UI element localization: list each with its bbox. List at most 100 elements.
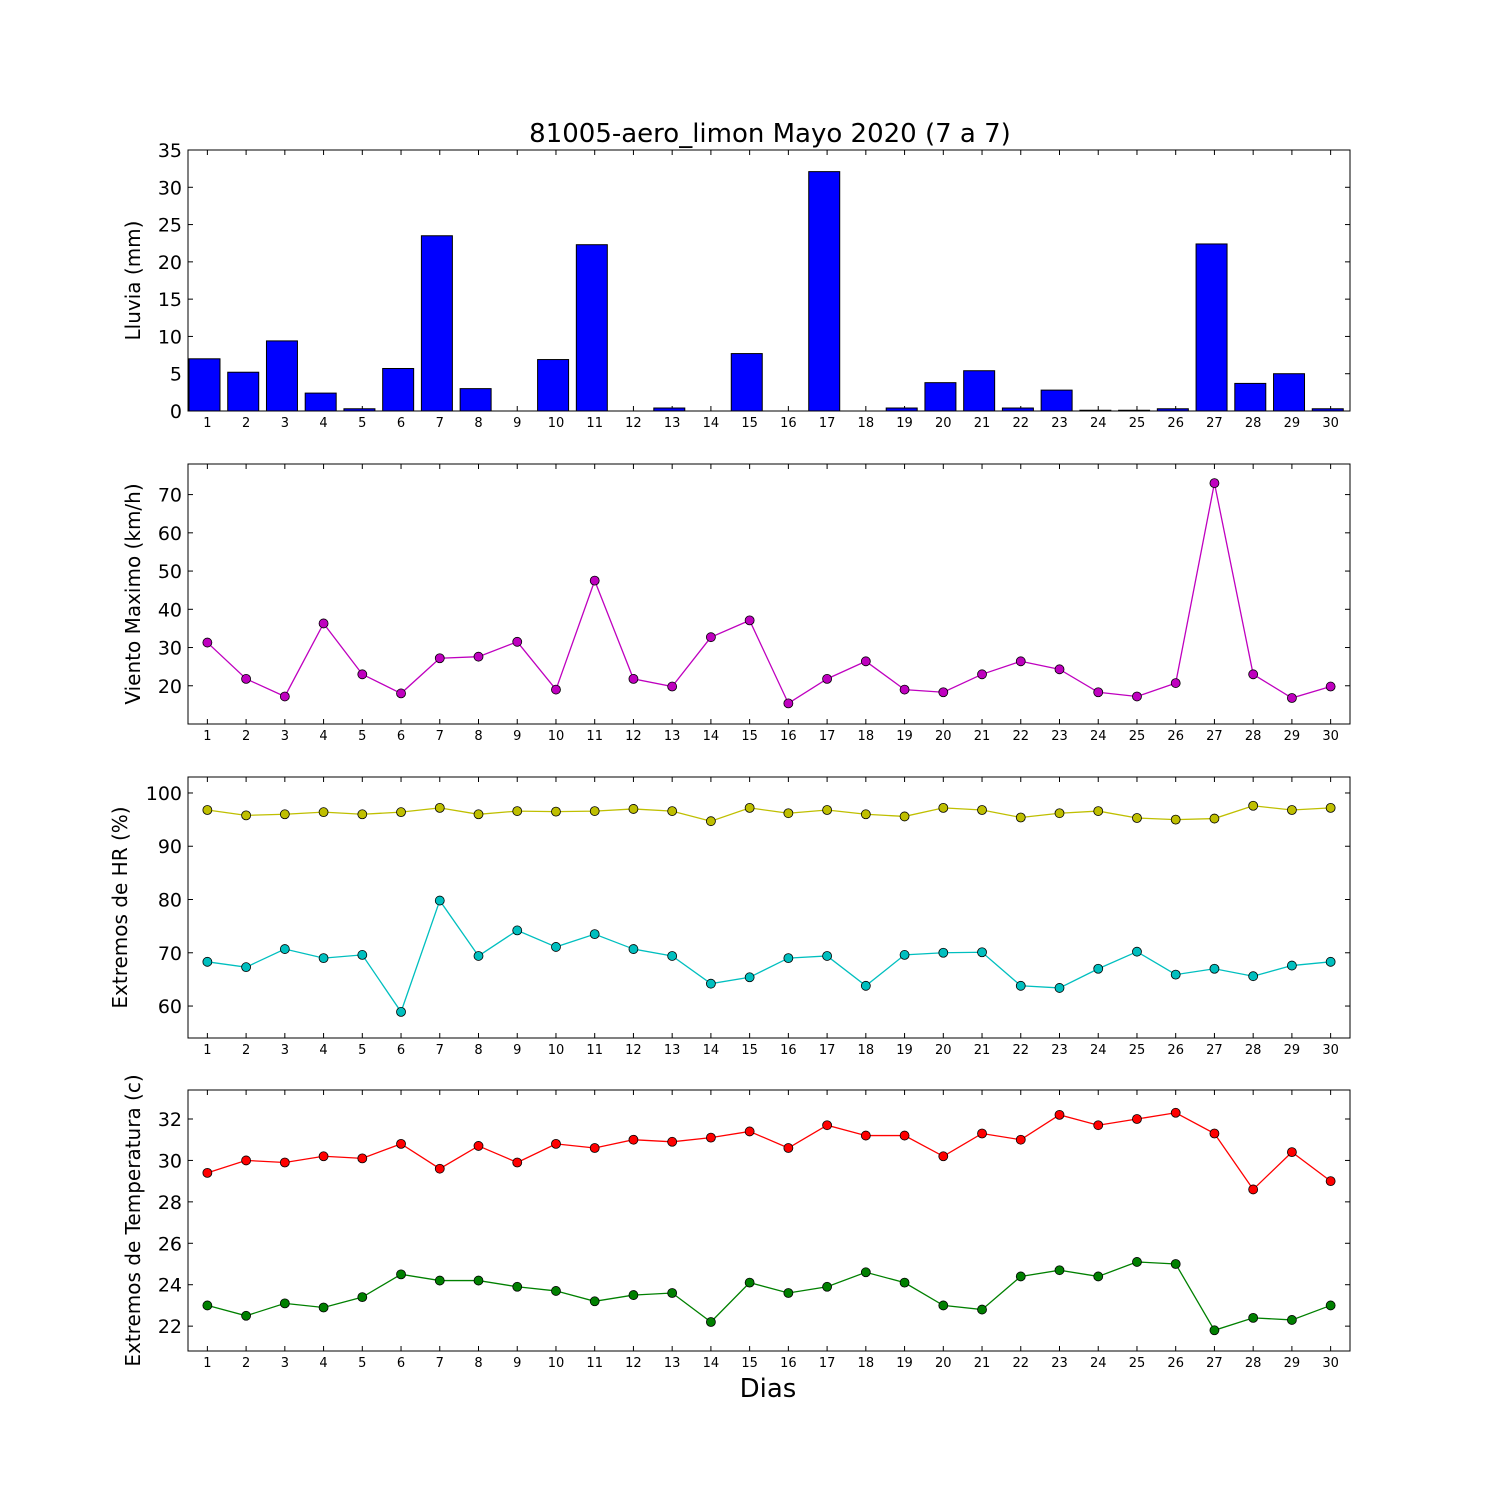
data-point [512,925,523,936]
y-axis-label: Lluvia (mm) [121,221,145,341]
data-point [628,673,639,684]
data-point [938,687,949,698]
bar [304,392,337,412]
data-point [357,669,368,680]
data-point [1132,691,1142,702]
x-tick-label: 20 [935,729,952,744]
x-tick-label: 22 [1012,729,1029,744]
x-tick-label: 28 [1245,1356,1262,1371]
bar [1234,382,1267,412]
x-tick-label: 12 [625,1356,642,1371]
x-tick-label: 2 [242,729,250,744]
x-tick-label: 26 [1167,1043,1184,1058]
data-point [1054,664,1065,675]
bar [1040,389,1073,412]
series-line [207,899,1331,1014]
data-point [1170,678,1181,688]
data-point [1325,802,1336,813]
data-point [783,808,794,819]
bar [924,382,957,412]
data-point [667,1288,678,1298]
x-tick-label: 18 [858,1043,875,1058]
axes-frame [187,1089,1351,1352]
x-tick-label: 5 [358,729,366,744]
x-axis-label: Dias [740,1374,797,1404]
x-tick-label: 1 [203,1356,211,1371]
data-point [473,951,484,961]
chart-title: 81005-aero_limon Mayo 2020 (7 a 7) [529,119,1011,149]
y-tick-label: 30 [158,177,182,199]
x-tick-label: 24 [1090,416,1107,431]
data-point [318,618,329,629]
data-point [318,807,329,818]
x-tick-label: 13 [664,729,681,744]
data-point [783,953,794,964]
x-tick-label: 3 [281,416,289,431]
x-tick-label: 8 [474,1356,482,1371]
x-tick-label: 3 [281,1043,289,1058]
data-point [589,1296,600,1307]
x-tick-label: 26 [1167,729,1184,744]
data-point [318,1151,329,1162]
bar [808,171,841,412]
data-point [783,1143,794,1153]
y-tick-label: 30 [158,1150,182,1172]
data-point [396,807,406,818]
data-point [396,1007,406,1017]
data-point [628,1290,639,1300]
data-point [279,1157,290,1168]
x-tick-label: 23 [1051,416,1068,431]
x-tick-label: 4 [319,416,327,431]
data-point [473,1141,484,1151]
x-tick-label: 18 [858,729,875,744]
x-tick-label: 26 [1167,416,1184,431]
y-tick-label: 15 [158,289,182,311]
x-tick-label: 28 [1245,729,1262,744]
x-tick-label: 3 [281,729,289,744]
data-point [1248,971,1259,982]
x-tick-label: 13 [664,416,681,431]
x-tick-label: 29 [1284,1043,1301,1058]
data-point [1248,669,1259,680]
y-tick-label: 35 [158,140,182,162]
y-tick-label: 80 [158,890,182,912]
x-tick-label: 16 [780,1356,797,1371]
data-point [1093,687,1104,698]
data-point [1287,805,1297,815]
data-point [977,669,987,680]
y-tick-label: 10 [158,326,182,348]
x-tick-label: 9 [513,416,521,431]
x-tick-label: 12 [625,1043,642,1058]
data-point [899,1130,910,1141]
x-tick-label: 30 [1322,1356,1339,1371]
data-point [1132,1114,1142,1124]
data-point [860,1267,871,1278]
x-tick-label: 3 [281,1356,289,1371]
data-point [628,804,639,814]
x-tick-label: 10 [548,729,565,744]
data-point [1093,806,1104,816]
data-point [241,810,252,821]
x-tick-label: 30 [1322,416,1339,431]
bar [265,340,298,412]
data-point [1132,1257,1142,1267]
x-tick-label: 13 [664,1356,681,1371]
data-point [1093,1120,1104,1131]
x-tick-label: 14 [703,1043,720,1058]
x-tick-label: 25 [1129,1043,1146,1058]
x-tick-label: 19 [896,1043,913,1058]
data-point [1015,1271,1026,1282]
data-point [1287,1315,1297,1325]
bar [382,367,415,412]
x-tick-label: 21 [974,1356,991,1371]
data-point [938,1300,949,1311]
series-line [207,1261,1331,1332]
data-point [938,802,949,813]
series-line [207,805,1331,822]
data-point [667,1136,678,1147]
data-point [202,1167,213,1178]
data-point [977,805,987,815]
x-tick-label: 12 [625,729,642,744]
